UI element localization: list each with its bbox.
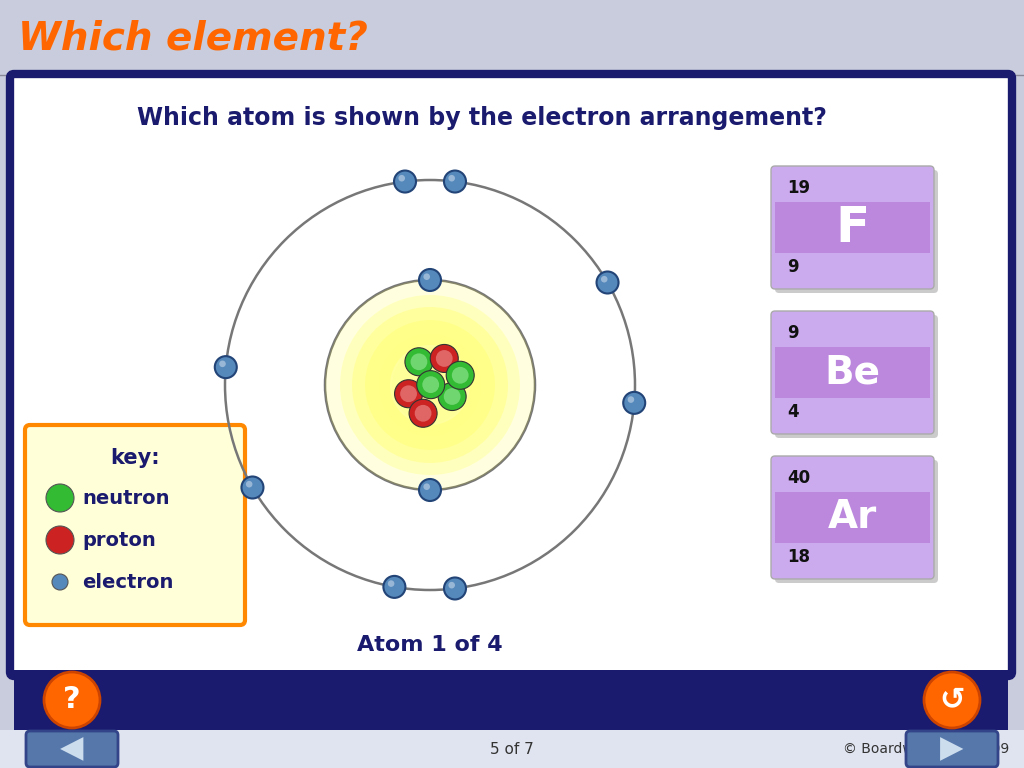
Circle shape (419, 269, 441, 291)
FancyBboxPatch shape (10, 74, 1012, 676)
FancyBboxPatch shape (775, 460, 938, 583)
Circle shape (446, 361, 474, 389)
Bar (775, 202, 930, 253)
Text: Ar: Ar (827, 498, 878, 537)
Circle shape (423, 483, 430, 490)
Circle shape (352, 307, 508, 463)
Text: © Boardworks Ltd 2009: © Boardworks Ltd 2009 (843, 742, 1009, 756)
Circle shape (422, 376, 439, 393)
Circle shape (415, 405, 431, 422)
FancyBboxPatch shape (0, 0, 1024, 75)
Text: 4: 4 (787, 403, 799, 421)
Circle shape (390, 345, 470, 425)
Circle shape (378, 333, 482, 437)
Text: ▶: ▶ (940, 734, 964, 763)
Circle shape (436, 350, 453, 367)
Circle shape (398, 175, 406, 181)
Circle shape (242, 476, 263, 498)
Text: ↺: ↺ (939, 686, 965, 714)
Text: Atom 1 of 4: Atom 1 of 4 (357, 635, 503, 655)
Text: F: F (836, 204, 869, 251)
Circle shape (325, 280, 535, 490)
Text: Which element?: Which element? (18, 19, 368, 57)
Text: neutron: neutron (82, 488, 170, 508)
Circle shape (444, 170, 466, 193)
Circle shape (419, 479, 441, 501)
Circle shape (410, 399, 437, 427)
Bar (0, 730, 1024, 768)
Text: 9: 9 (787, 258, 799, 276)
Circle shape (246, 481, 253, 488)
Circle shape (411, 353, 427, 370)
Text: 5 of 7: 5 of 7 (490, 741, 534, 756)
Circle shape (438, 382, 466, 411)
Circle shape (394, 170, 416, 193)
Circle shape (443, 388, 461, 405)
Circle shape (365, 320, 495, 450)
FancyBboxPatch shape (775, 170, 938, 293)
Text: key:: key: (111, 448, 160, 468)
FancyBboxPatch shape (906, 731, 998, 767)
Circle shape (388, 581, 394, 587)
Circle shape (383, 576, 406, 598)
Text: 9: 9 (787, 324, 799, 342)
Text: Be: Be (824, 353, 881, 392)
Bar (775, 347, 930, 398)
Circle shape (219, 360, 225, 367)
FancyBboxPatch shape (775, 315, 938, 438)
Circle shape (624, 392, 645, 414)
FancyBboxPatch shape (25, 425, 245, 625)
Text: 19: 19 (787, 179, 810, 197)
Circle shape (417, 371, 444, 399)
Circle shape (394, 379, 423, 408)
Circle shape (597, 272, 618, 293)
Circle shape (340, 295, 520, 475)
Circle shape (444, 578, 466, 600)
Circle shape (44, 672, 100, 728)
Text: 40: 40 (787, 469, 810, 487)
Text: 18: 18 (787, 548, 810, 566)
Circle shape (215, 356, 237, 378)
Text: ?: ? (63, 686, 81, 714)
Circle shape (404, 348, 433, 376)
Circle shape (430, 345, 459, 372)
Text: proton: proton (82, 531, 156, 549)
Circle shape (601, 276, 607, 283)
Bar (14, 670, 1008, 730)
Text: ◀: ◀ (60, 734, 84, 763)
Circle shape (449, 582, 455, 588)
Circle shape (423, 273, 430, 280)
Circle shape (46, 484, 74, 512)
Bar (775, 492, 930, 543)
Circle shape (392, 347, 468, 423)
Text: electron: electron (82, 572, 173, 591)
Circle shape (924, 672, 980, 728)
Circle shape (52, 574, 68, 590)
Circle shape (46, 526, 74, 554)
FancyBboxPatch shape (771, 311, 934, 434)
Circle shape (452, 367, 469, 384)
Circle shape (449, 175, 455, 181)
Text: Which atom is shown by the electron arrangement?: Which atom is shown by the electron arra… (137, 106, 827, 130)
FancyBboxPatch shape (771, 456, 934, 579)
Circle shape (628, 396, 634, 403)
FancyBboxPatch shape (26, 731, 118, 767)
FancyBboxPatch shape (771, 166, 934, 289)
Circle shape (400, 386, 417, 402)
